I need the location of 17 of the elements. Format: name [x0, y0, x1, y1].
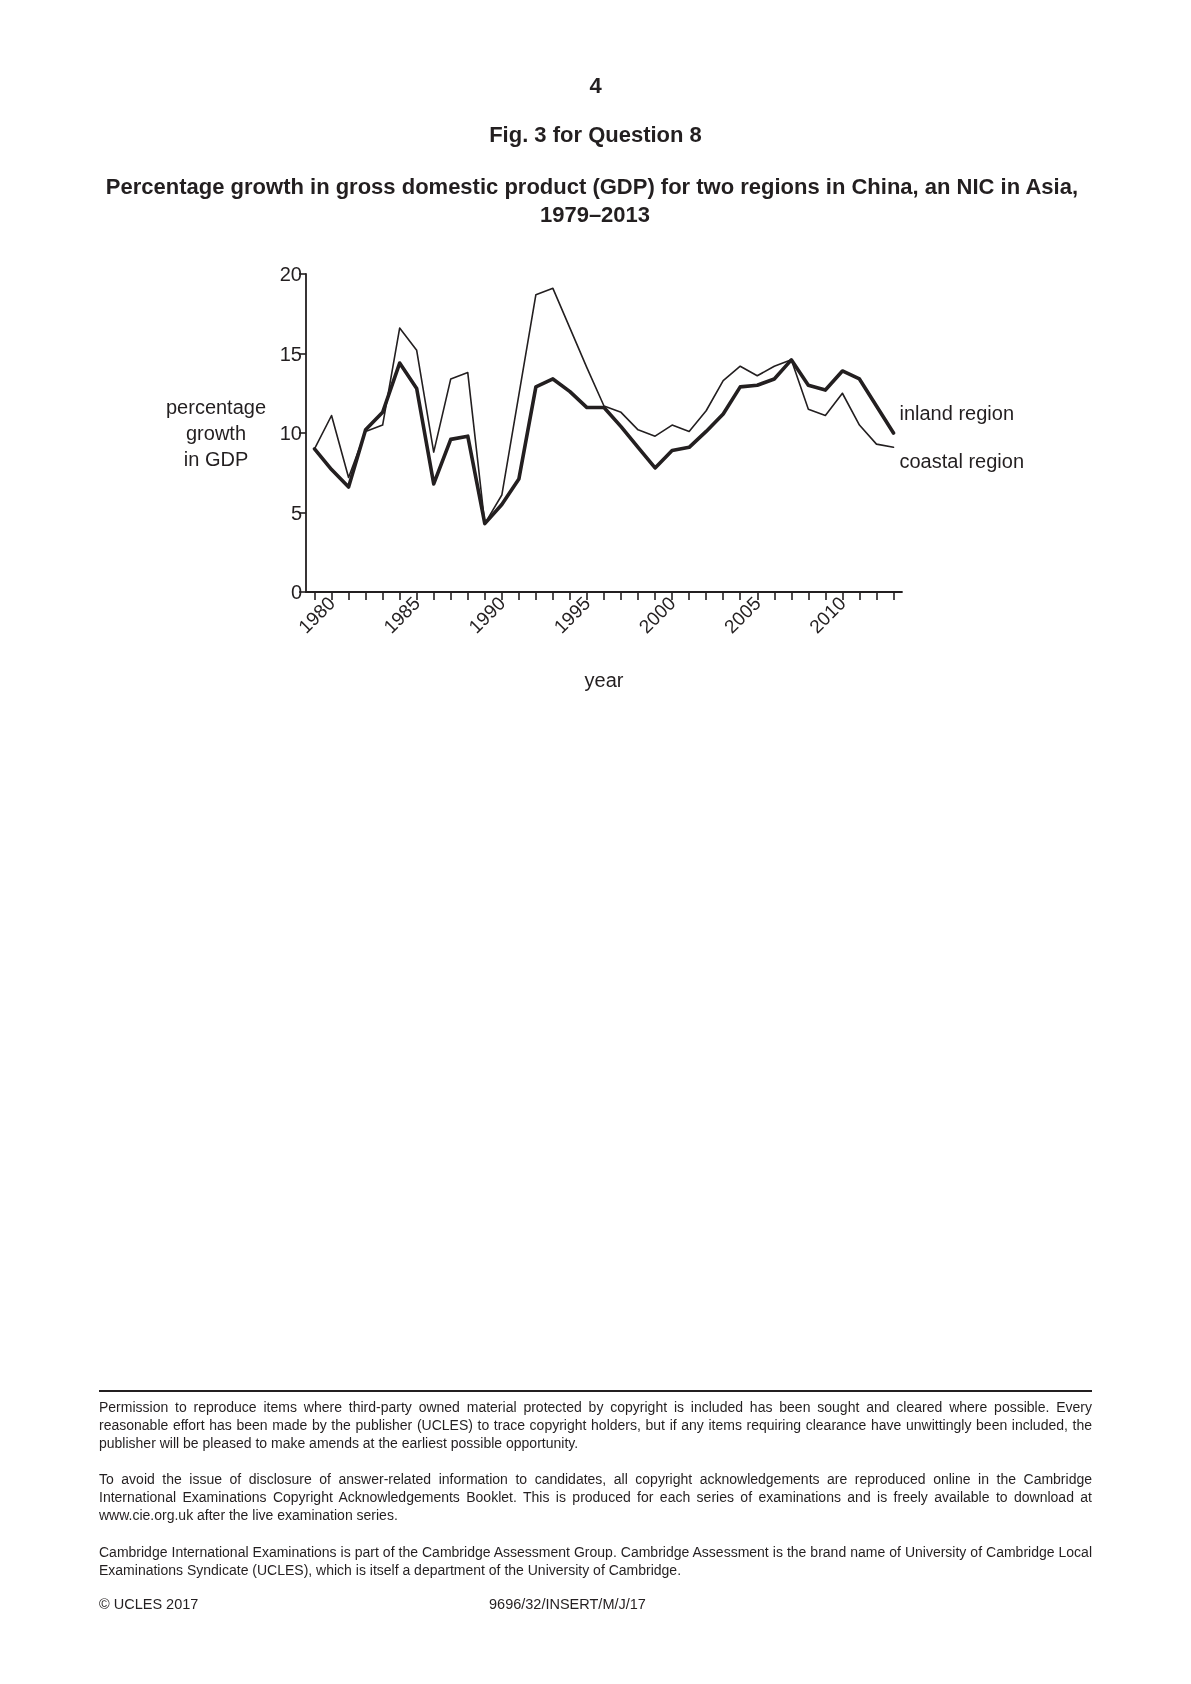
- text: To avoid the issue of disclosure of answer-related information to candidates, all copyright acknowledgements are reproduced online in the Cambridge International Examinations Copyright Acknowledgements Booklet. This is produced for each series of examinations and is freely available to download at www.cie.org.uk after the live examination series.: [99, 1470, 1092, 1524]
- y-tick-label: 10: [279, 422, 302, 444]
- caption: Fig. 3 for Question 8: [488, 122, 703, 147]
- text: Permission to reproduce items where third-party owned material protected by copyright is included has been sought and cleared where possible. Every reasonable effort has been made by the publisher (UCLES) to trace copyright holders, but if any items requiring clearance have unwittingly been included, the publisher will be pleased to make amends at the earliest possible opportunity.: [99, 1398, 1092, 1452]
- text: 9696/32/INSERT/M/J/17: [489, 1595, 646, 1614]
- text: © UCLES 2017: [99, 1595, 199, 1614]
- x-axis-title: year: [584, 669, 624, 691]
- text: 4: [588, 73, 603, 98]
- series-label: coastal region: [899, 450, 1025, 473]
- chart-title: Percentage growth in gross domestic product (GDP) for two regions in China, an NIC in Asia, 1979–2013: [105, 173, 1085, 227]
- y-tick-label: 5: [290, 501, 302, 524]
- y-tick-label: 15: [279, 342, 302, 365]
- series-label: inland region: [899, 402, 1015, 424]
- y-axis-title: percentage growth in GDP: [165, 396, 267, 470]
- y-tick-label: 0: [290, 581, 302, 603]
- text: Cambridge International Examinations is part of the Cambridge Assessment Group. Cambridge Assessment is the brand name of University of Cambridge Local Examinations Syndicate (UCLES), which is itself a department of the University of Cambridge.: [99, 1543, 1092, 1579]
- y-tick-label: 20: [279, 263, 302, 285]
